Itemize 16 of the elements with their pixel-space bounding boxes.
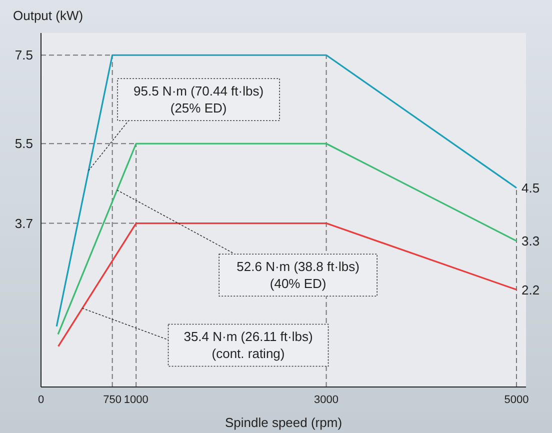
data-label: 2.2 bbox=[521, 282, 540, 298]
annotation: 95.5 N·m (70.44 ft·lbs) (25% ED) bbox=[134, 84, 264, 116]
data-label: 4.5 bbox=[521, 180, 540, 196]
x-axis-title: Spindle speed (rpm) bbox=[224, 415, 342, 430]
x-tick-label: 1000 bbox=[124, 394, 148, 406]
annotation: 35.4 N·m (26.11 ft·lbs) (cont. rating) bbox=[184, 329, 313, 362]
x-tick-label: 0 bbox=[38, 394, 44, 406]
y-tick-label: 5.5 bbox=[14, 136, 33, 152]
y-tick-label: 3.7 bbox=[14, 216, 33, 231]
y-axis-title: Output (kW) bbox=[13, 8, 84, 23]
annotation: 52.6 N·m (38.8 ft·lbs) (40% ED) bbox=[236, 259, 360, 292]
x-tick-label: 5000 bbox=[504, 394, 529, 406]
y-tick-label: 7.5 bbox=[14, 48, 33, 63]
x-tick-label: 750 bbox=[103, 394, 122, 406]
data-label: 3.3 bbox=[521, 234, 540, 249]
x-tick-label: 3000 bbox=[314, 394, 339, 406]
